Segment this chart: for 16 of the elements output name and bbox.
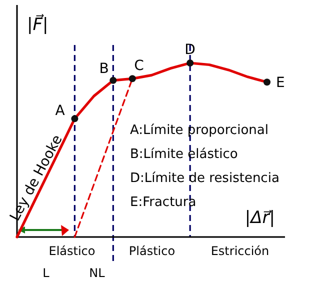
text: Plástico: [128, 244, 176, 258]
annotation: A: [55, 103, 66, 119]
text: L: [42, 266, 50, 280]
annotation: A:Límite proporcional: [130, 123, 268, 138]
text: Estricción: [210, 244, 270, 258]
annotation: B: [99, 61, 109, 77]
y-axis-title: |F⃗|: [27, 14, 48, 35]
annotation: E: [276, 75, 285, 91]
text: NL: [89, 266, 106, 280]
text: Elástico: [48, 244, 96, 258]
x-axis-title: |Δr⃗|: [244, 208, 275, 228]
annotation: D:Límite de resistencia: [130, 171, 280, 186]
text: D: [184, 42, 196, 58]
annotation: E:Fractura: [130, 195, 196, 210]
annotation: B:Límite elástico: [130, 147, 238, 162]
annotation: C: [134, 58, 144, 74]
